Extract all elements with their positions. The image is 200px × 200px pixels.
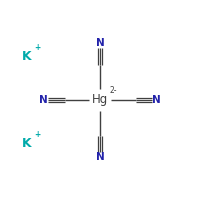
Text: N: N: [96, 38, 104, 48]
Text: N: N: [96, 152, 104, 162]
Text: K: K: [22, 137, 32, 150]
Text: Hg: Hg: [92, 94, 108, 106]
Text: K: K: [22, 50, 32, 63]
Text: +: +: [35, 130, 41, 139]
Text: N: N: [39, 95, 48, 105]
Text: 2-: 2-: [109, 86, 117, 95]
Text: N: N: [152, 95, 161, 105]
Text: +: +: [35, 43, 41, 52]
